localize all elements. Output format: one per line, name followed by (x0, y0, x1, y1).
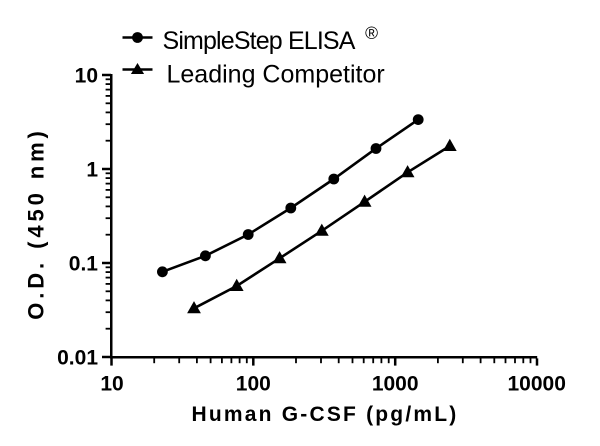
svg-text:O.D. (450 nm): O.D. (450 nm) (24, 127, 49, 320)
svg-text:100: 100 (236, 373, 271, 396)
svg-text:1000: 1000 (372, 373, 419, 396)
svg-text:10: 10 (100, 373, 123, 396)
svg-text:0.01: 0.01 (57, 347, 98, 370)
svg-text:0.1: 0.1 (69, 253, 99, 276)
svg-text:10: 10 (75, 65, 98, 88)
svg-text:1: 1 (86, 159, 98, 182)
svg-text:SimpleStep ELISA®: SimpleStep ELISA ® (163, 23, 379, 55)
svg-text:10000: 10000 (507, 373, 565, 396)
svg-text:Human G-CSF (pg/mL): Human G-CSF (pg/mL) (192, 403, 459, 426)
svg-text:Leading Competitor: Leading Competitor (167, 61, 385, 89)
